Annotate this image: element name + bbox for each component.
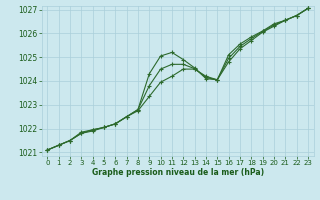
X-axis label: Graphe pression niveau de la mer (hPa): Graphe pression niveau de la mer (hPa) <box>92 168 264 177</box>
